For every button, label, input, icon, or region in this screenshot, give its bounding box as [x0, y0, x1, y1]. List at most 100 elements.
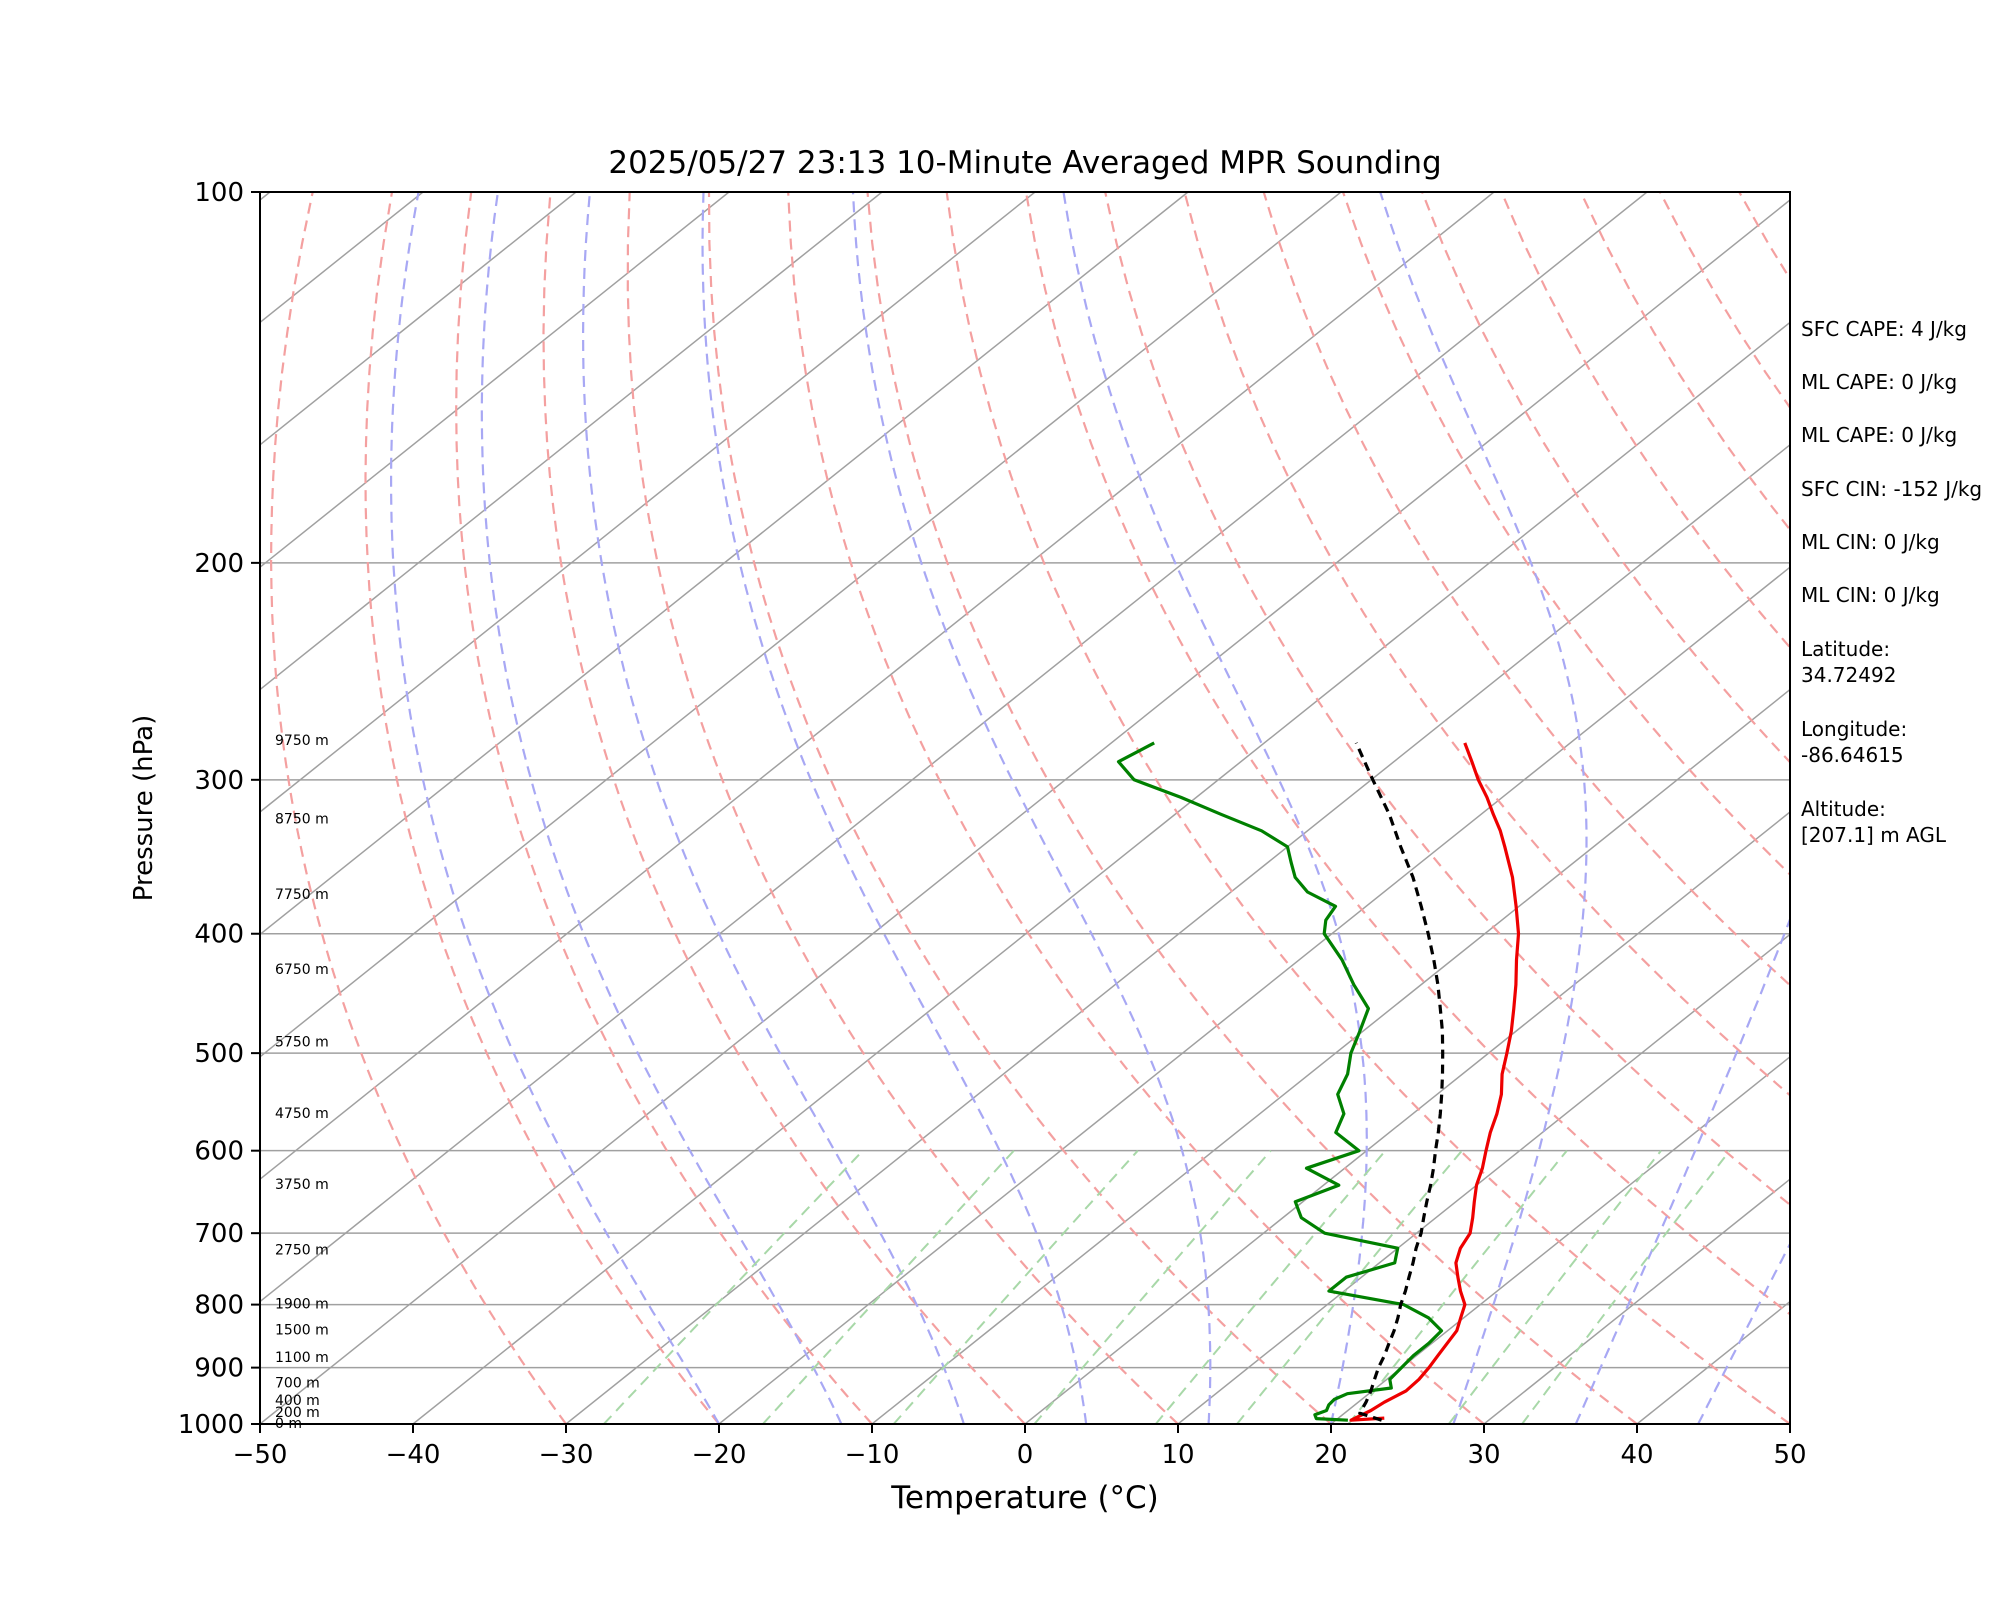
moist-adiabat-line — [390, 192, 720, 1424]
dry-adiabat-line — [1024, 192, 1790, 1316]
ml-cin-label-2: ML CIN: 0 J/kg — [1801, 583, 1940, 607]
height-label: 700 m — [275, 1375, 320, 1391]
ml-cin-label: ML CIN: 0 J/kg — [1801, 530, 1940, 554]
altitude-value: [207.1] m AGL — [1801, 823, 1947, 847]
y-tick-label: 500 — [194, 1039, 244, 1069]
altitude-block: Altitude: [207.1] m AGL — [1801, 796, 1946, 848]
isotherm-line — [260, 192, 1648, 1303]
isotherm-line — [260, 192, 730, 569]
x-tick-label: 50 — [1773, 1440, 1806, 1470]
parcel-profile-line — [1354, 742, 1445, 1422]
moist-adiabat-line — [701, 192, 1088, 1424]
mixing-ratio-line — [1521, 1150, 1731, 1424]
mixing-ratio-line — [762, 1150, 1015, 1424]
height-label: 6750 m — [275, 962, 329, 978]
height-label: 9750 m — [275, 733, 329, 749]
isotherm-line — [718, 566, 1790, 1424]
height-label: 3750 m — [275, 1177, 329, 1193]
height-label: 5750 m — [275, 1034, 329, 1050]
isotherm-line — [260, 192, 1495, 1181]
moist-adiabat-line — [851, 192, 1212, 1424]
dry-adiabat-line — [1421, 192, 1790, 764]
y-tick-label: 1000 — [178, 1410, 244, 1440]
sfc-cape-label: SFC CAPE: 4 J/kg — [1801, 317, 1967, 341]
moist-adiabat-line — [581, 192, 965, 1424]
longitude-label: Longitude: — [1801, 717, 1908, 741]
x-tick-label: 0 — [1017, 1440, 1034, 1470]
height-label: 4750 m — [275, 1106, 329, 1122]
moist-adiabat-line — [480, 192, 843, 1424]
longitude-block: Longitude: -86.64615 — [1801, 716, 1907, 768]
dry-adiabat-line — [707, 192, 1332, 1424]
mixing-ratio-line — [892, 1150, 1139, 1424]
y-tick-label: 600 — [194, 1137, 244, 1167]
isotherm-line — [260, 192, 1189, 936]
x-tick-label: 30 — [1467, 1440, 1500, 1470]
isotherm-line — [260, 192, 577, 446]
mixing-ratio-line — [1236, 1150, 1463, 1424]
dry-adiabat-line — [945, 192, 1790, 1424]
dry-adiabat-line — [1977, 192, 2000, 1424]
x-tick-label: −30 — [539, 1440, 594, 1470]
y-tick-label: 900 — [194, 1354, 244, 1384]
longitude-value: -86.64615 — [1801, 743, 1904, 767]
moist-adiabat-line — [1574, 916, 1790, 1424]
dry-adiabat-line — [866, 192, 1638, 1424]
isotherm-line — [260, 192, 1342, 1058]
dry-adiabat-line — [1104, 192, 1790, 1207]
mixing-ratio-line — [1033, 1150, 1272, 1424]
height-label: 1500 m — [275, 1323, 329, 1339]
isotherm-line — [412, 321, 1790, 1424]
sfc-cin-label: SFC CIN: -152 J/kg — [1801, 477, 1983, 501]
moist-adiabat-line — [1697, 1241, 1790, 1424]
x-tick-label: −10 — [845, 1440, 900, 1470]
height-label: 8750 m — [275, 811, 329, 827]
latitude-value: 34.72492 — [1801, 663, 1897, 687]
mixing-ratio-line — [1448, 1150, 1662, 1424]
x-tick-label: −40 — [386, 1440, 441, 1470]
y-tick-label: 700 — [194, 1219, 244, 1249]
mixing-ratio-line — [1347, 1150, 1568, 1424]
height-label: 2750 m — [275, 1242, 329, 1258]
dry-adiabat-line — [269, 192, 567, 1424]
latitude-block: Latitude: 34.72492 — [1801, 636, 1896, 688]
x-tick-label: −20 — [692, 1440, 747, 1470]
height-label: 7750 m — [275, 887, 329, 903]
height-label: 400 m — [275, 1393, 320, 1409]
latitude-label: Latitude: — [1801, 637, 1891, 661]
height-label: 200 m — [275, 1405, 320, 1421]
mixing-ratio-line — [603, 1150, 864, 1424]
temperature-profile-line — [1349, 742, 1521, 1422]
dry-adiabat-line — [542, 192, 1026, 1424]
y-tick-label: 800 — [194, 1291, 244, 1321]
y-tick-label: 300 — [194, 766, 244, 796]
x-tick-label: −50 — [233, 1440, 288, 1470]
dry-adiabat-line — [787, 192, 1485, 1424]
isotherm-line — [1177, 933, 1790, 1424]
dry-adiabat-line — [364, 192, 720, 1424]
x-axis-label: Temperature (°C) — [890, 1480, 1159, 1516]
y-tick-label: 400 — [194, 920, 244, 950]
x-tick-label: 40 — [1620, 1440, 1653, 1470]
y-axis-label: Pressure (hPa) — [129, 715, 159, 902]
x-tick-label: 10 — [1161, 1440, 1194, 1470]
moist-adiabat-line — [1379, 192, 1588, 1424]
mixing-ratio-line — [1155, 1150, 1387, 1424]
isotherm-line — [565, 443, 1790, 1424]
ml-cape-label: ML CAPE: 0 J/kg — [1801, 370, 1958, 394]
height-label: 1900 m — [275, 1297, 329, 1313]
isotherm-line — [260, 199, 1790, 1424]
x-tick-label: 20 — [1314, 1440, 1347, 1470]
isotherm-line — [260, 192, 1036, 813]
y-tick-label: 200 — [194, 549, 244, 579]
chart-title: 2025/05/27 23:13 10-Minute Averaged MPR … — [608, 145, 1441, 181]
isotherm-line — [1483, 1178, 1790, 1424]
height-label: 1100 m — [275, 1350, 329, 1366]
isotherm-line — [1330, 1055, 1790, 1424]
isotherm-line — [1024, 811, 1790, 1424]
ml-cape-label-2: ML CAPE: 0 J/kg — [1801, 423, 1958, 447]
isotherm-line — [871, 688, 1790, 1424]
altitude-label: Altitude: — [1801, 797, 1886, 821]
dewpoint-profile-line — [1116, 741, 1444, 1422]
